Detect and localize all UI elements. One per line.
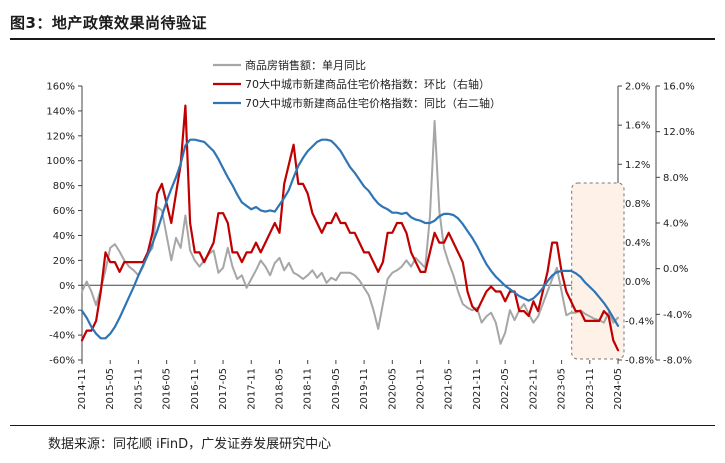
title-rule [10,38,715,40]
x-tick-label: 2024-05 [613,368,624,410]
right2-tick-label: -4.0% [663,310,692,321]
x-tick-label: 2020-05 [387,368,398,410]
x-tick-label: 2018-11 [303,368,314,410]
x-tick-label: 2019-11 [359,368,370,410]
x-tick-label: 2014-11 [77,368,88,410]
left-tick-label: 120% [46,131,75,142]
x-tick-label: 2016-05 [162,368,173,410]
right2-tick-label: 12.0% [663,127,695,138]
left-tick-label: -60% [49,356,75,367]
right-tick-label: 2.0% [625,82,650,93]
source-note: 数据来源：同花顺 iFinD，广发证券发展研究中心 [48,437,332,452]
left-tick-label: 40% [53,231,75,242]
right-tick-label: 0.4% [625,238,650,249]
x-tick-label: 2019-05 [331,368,342,410]
footer-rule [10,425,715,426]
right-tick-label: 1.6% [625,121,650,132]
x-tick-label: 2021-05 [444,368,455,410]
left-tick-label: 20% [53,256,75,267]
left-tick-label: 0% [59,281,75,292]
right-tick-label: -0.8% [625,356,654,367]
figure-title: 图3：地产政策效果尚待验证 [10,14,207,32]
right-tick-label: 0.0% [625,277,650,288]
x-tick-label: 2015-11 [133,368,144,410]
left-tick-label: -20% [49,306,75,317]
series-line-2 [80,104,620,352]
right2-tick-label: 16.0% [663,82,695,93]
left-tick-label: 140% [46,106,75,117]
right2-tick-label: 8.0% [663,173,688,184]
right2-tick-label: -8.0% [663,356,692,367]
series-line-3 [80,138,620,340]
left-tick-label: 100% [46,156,75,167]
left-tick-label: -40% [49,331,75,342]
x-tick-label: 2022-11 [528,368,539,410]
left-tick-label: 80% [53,181,75,192]
right-tick-label: -0.4% [625,316,654,327]
left-tick-label: 60% [53,206,75,217]
x-tick-label: 2017-05 [218,368,229,410]
x-tick-label: 2018-05 [274,368,285,410]
x-tick-label: 2022-05 [500,368,511,410]
legend-label-1: 商品房销售额：单月同比 [245,58,366,72]
left-tick-label: 160% [46,82,75,93]
x-tick-label: 2020-11 [416,368,427,410]
x-tick-label: 2023-11 [585,368,596,410]
x-tick-label: 2021-11 [472,368,483,410]
legend-label-3: 70大中城市新建商品住宅价格指数：同比（右二轴） [245,96,501,110]
x-tick-label: 2023-05 [557,368,568,410]
x-tick-label: 2015-05 [105,368,116,410]
right2-tick-label: 0.0% [663,264,688,275]
x-tick-label: 2017-11 [246,368,257,410]
right-tick-label: 0.8% [625,199,650,210]
legend-label-2: 70大中城市新建商品住宅价格指数：环比（右轴） [245,77,490,91]
right2-tick-label: 4.0% [663,219,688,230]
right-tick-label: 1.2% [625,160,650,171]
highlight-box [571,182,625,360]
x-tick-label: 2016-11 [190,368,201,410]
